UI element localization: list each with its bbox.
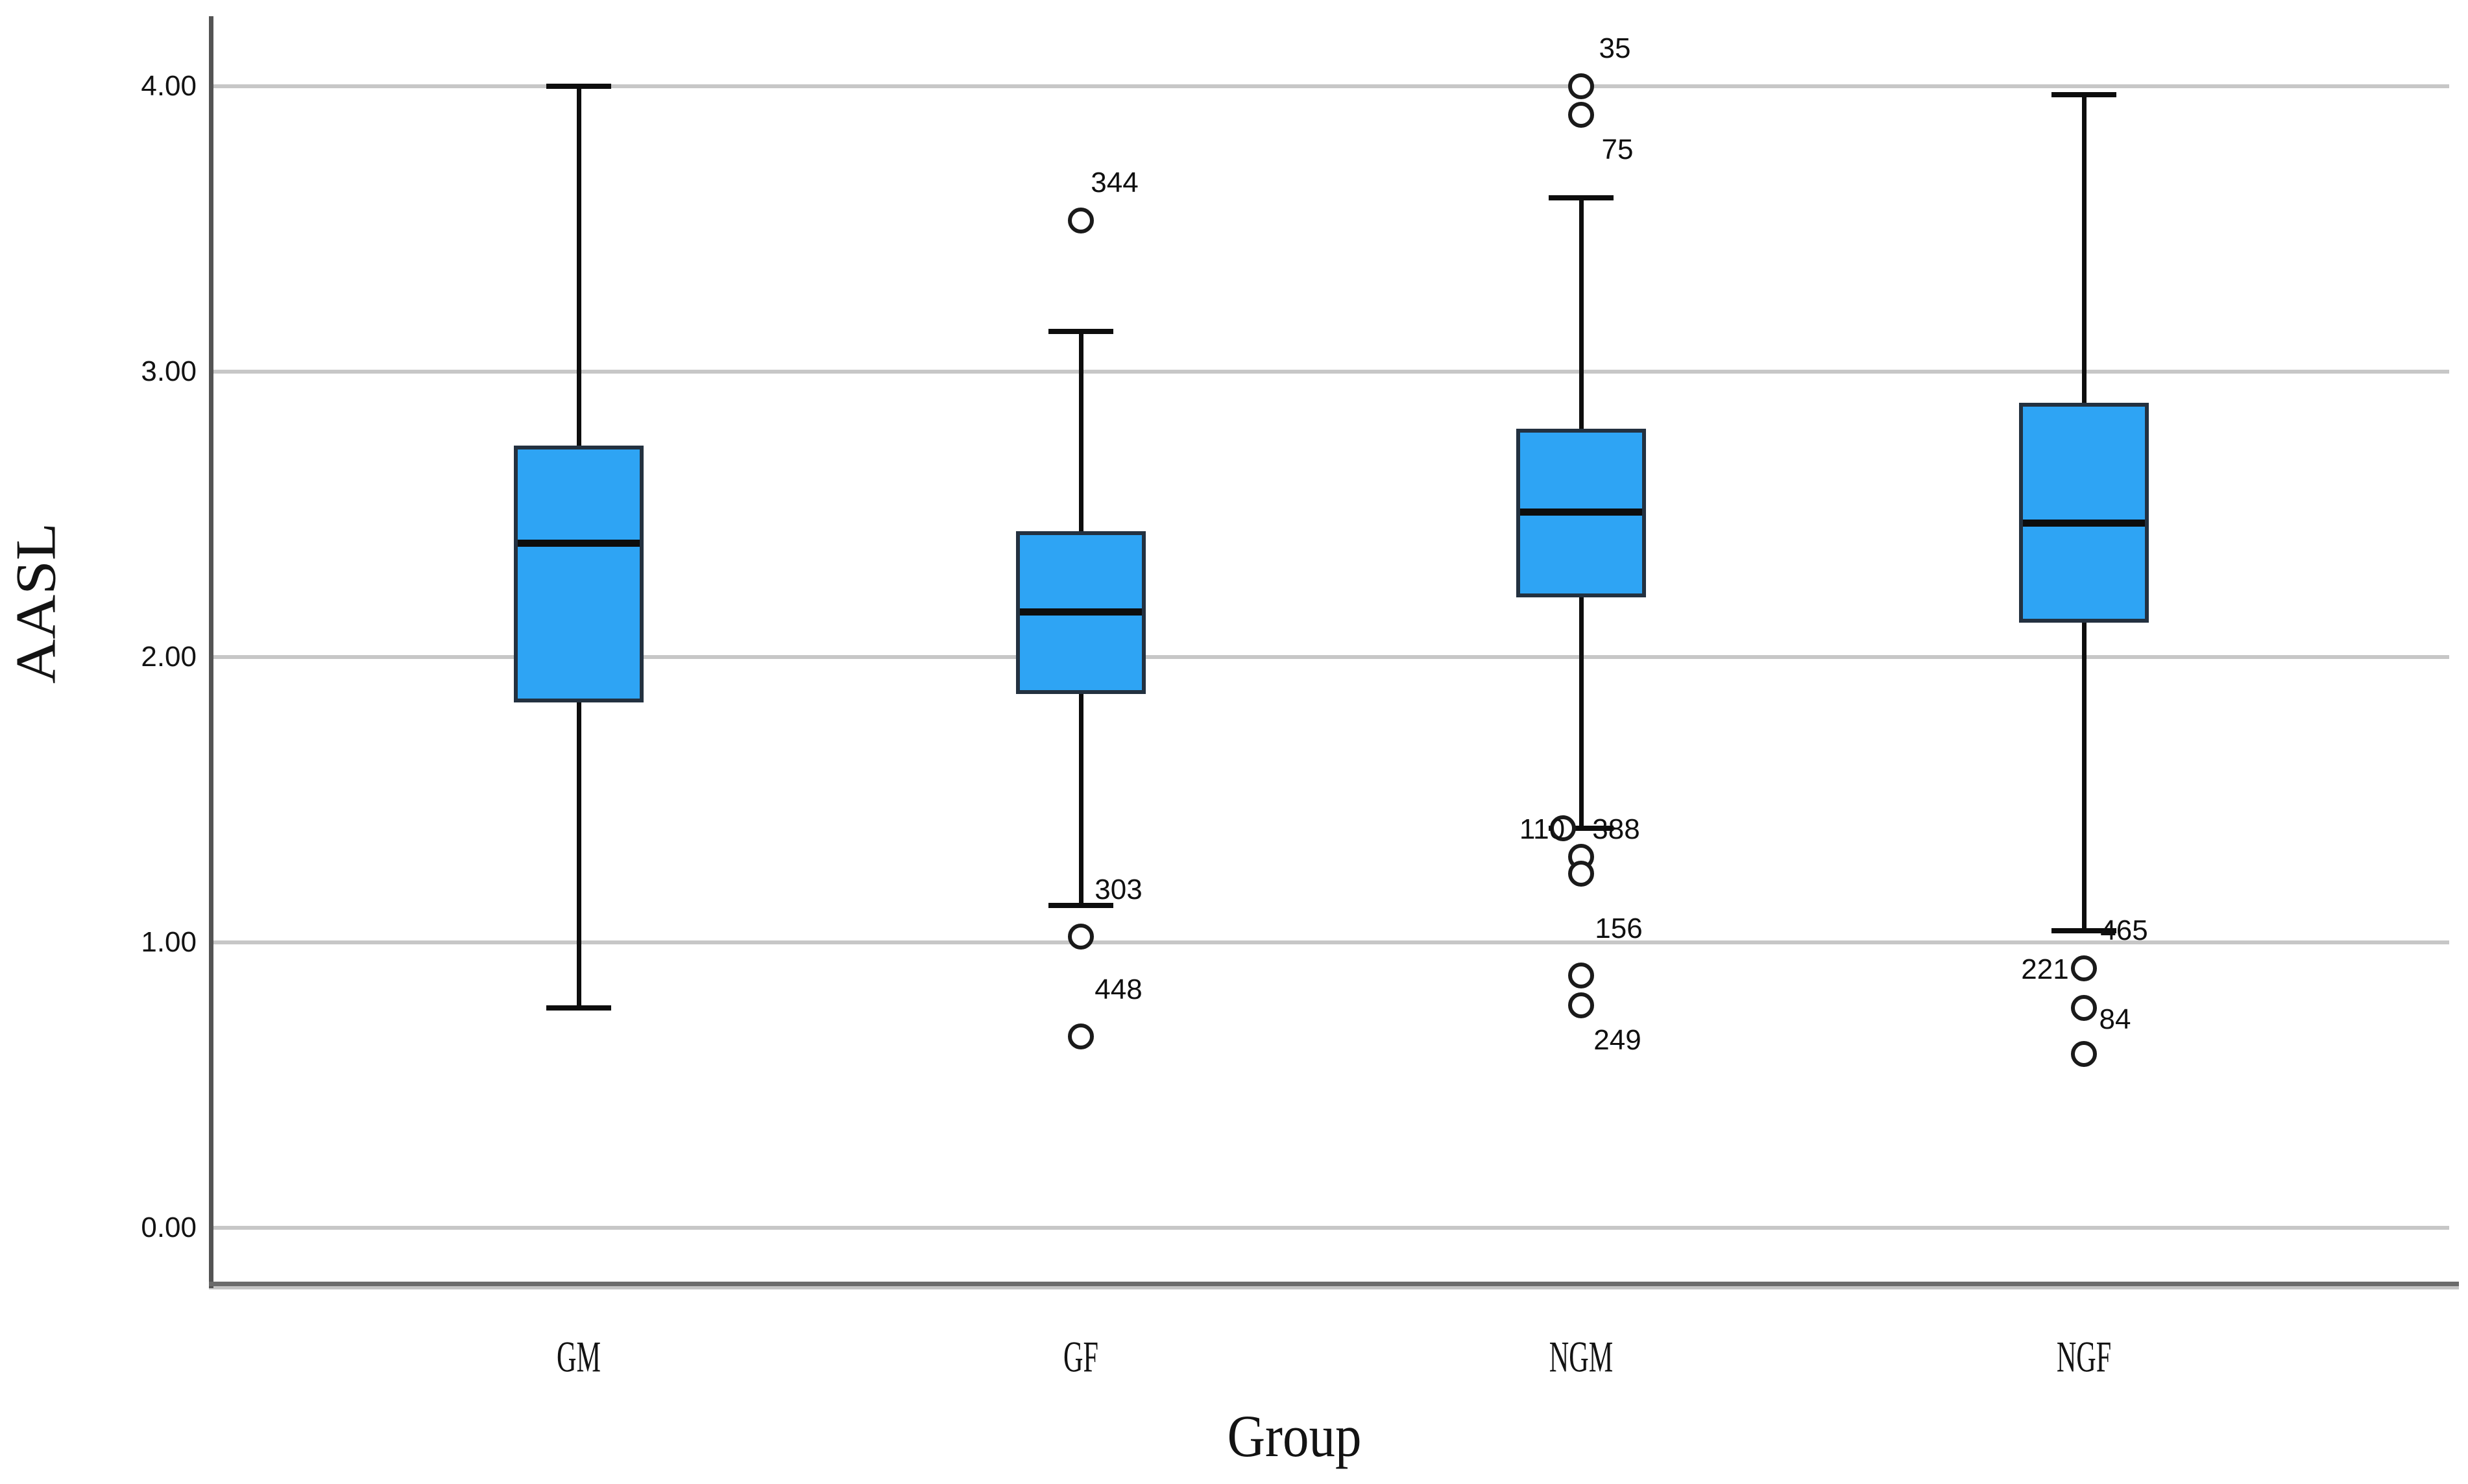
- median-line: [518, 540, 640, 547]
- y-gridline: [213, 1226, 2449, 1230]
- outlier-marker: [1068, 924, 1094, 950]
- whisker-cap-upper: [1048, 329, 1113, 334]
- whisker-cap-lower: [1549, 826, 1614, 831]
- outlier-marker: [1568, 73, 1594, 99]
- outlier-marker: [1568, 963, 1594, 988]
- outlier-label: 84: [2099, 1003, 2131, 1035]
- box-GM: [514, 446, 644, 702]
- y-gridline: [213, 370, 2449, 374]
- category-label-NGF: NGF: [2056, 1332, 2112, 1382]
- whisker-cap-upper: [546, 84, 611, 89]
- outlier-label: 448: [1095, 974, 1143, 1005]
- y-gridline: [213, 940, 2449, 944]
- outlier-label: 344: [1091, 167, 1139, 198]
- median-line: [1020, 608, 1142, 616]
- median-line: [2023, 520, 2145, 527]
- category-label-GM: GM: [557, 1332, 601, 1382]
- y-tick-label: 1.00: [141, 926, 197, 958]
- plot-frame-bottom-light: [209, 1286, 2459, 1289]
- whisker-lower: [2082, 623, 2087, 931]
- category-label-GF: GF: [1063, 1332, 1098, 1382]
- outlier-label: 221: [2021, 953, 2069, 985]
- outlier-label: 35: [1599, 32, 1631, 64]
- outlier-marker: [2071, 995, 2097, 1021]
- outlier-label: 110: [1519, 813, 1566, 845]
- whisker-lower: [1079, 694, 1083, 905]
- whisker-lower: [577, 702, 581, 1008]
- whisker-upper: [1079, 331, 1083, 531]
- whisker-upper: [577, 86, 581, 446]
- whisker-cap-lower: [1048, 903, 1113, 908]
- whisker-cap-lower: [546, 1005, 611, 1011]
- outlier-marker: [1068, 1023, 1094, 1049]
- outlier-marker: [1550, 815, 1576, 841]
- y-axis-title: AASL: [5, 522, 68, 684]
- outlier-label: 303: [1095, 874, 1143, 905]
- outlier-label: 249: [1593, 1024, 1641, 1056]
- y-tick-label: 0.00: [141, 1212, 197, 1243]
- outlier-label: 388: [1592, 813, 1640, 845]
- whisker-upper: [2082, 95, 2087, 403]
- whisker-cap-lower: [2051, 928, 2116, 933]
- outlier-label: 75: [1601, 134, 1634, 165]
- plot-frame-bottom: [209, 1282, 2459, 1286]
- y-tick-label: 3.00: [141, 355, 197, 387]
- outlier-label: 465: [2100, 915, 2148, 946]
- outlier-marker: [1568, 992, 1594, 1018]
- whisker-upper: [1579, 198, 1584, 429]
- outlier-marker: [2071, 1041, 2097, 1067]
- y-axis-line: [209, 16, 213, 1288]
- whisker-cap-upper: [1549, 195, 1614, 200]
- x-axis-title: Group: [1227, 1403, 1362, 1469]
- outlier-label: 156: [1595, 913, 1643, 944]
- box-NGF: [2019, 403, 2149, 623]
- y-gridline: [213, 655, 2449, 659]
- outlier-marker: [1568, 861, 1594, 887]
- outlier-marker: [1068, 208, 1094, 233]
- median-line: [1520, 509, 1642, 516]
- y-tick-label: 2.00: [141, 641, 197, 673]
- y-tick-label: 4.00: [141, 70, 197, 102]
- whisker-lower: [1579, 597, 1584, 828]
- outlier-marker: [1568, 102, 1594, 128]
- whisker-cap-upper: [2051, 92, 2116, 97]
- outlier-marker: [2071, 955, 2097, 981]
- category-label-NGM: NGM: [1549, 1332, 1614, 1382]
- y-gridline: [213, 84, 2449, 88]
